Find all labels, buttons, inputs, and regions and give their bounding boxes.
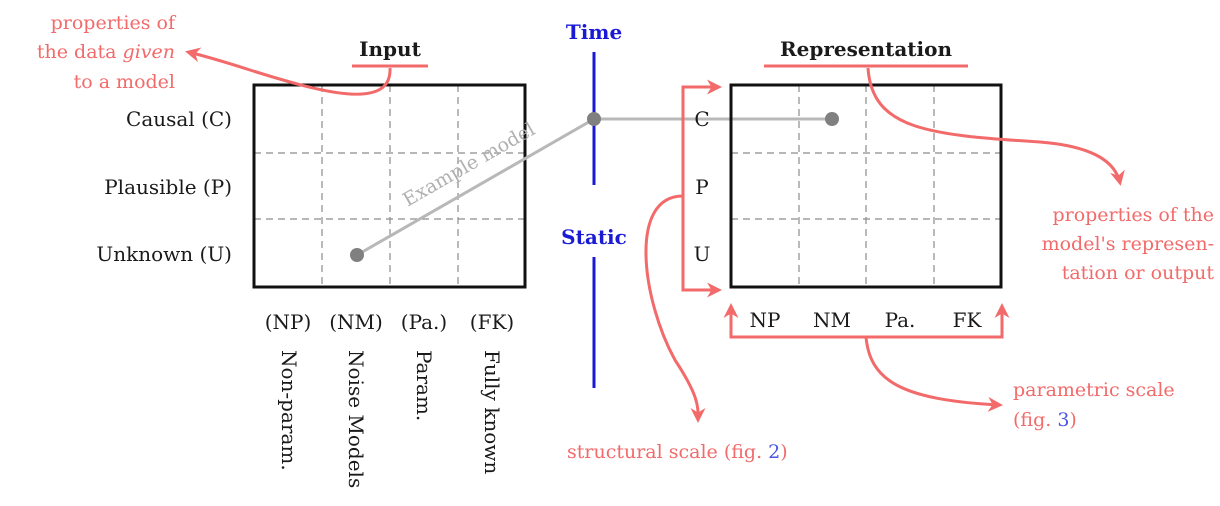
time-axis: Time Static (561, 20, 627, 388)
parametric-scale-arrow (864, 336, 1003, 412)
static-label: Static (561, 225, 627, 249)
data-properties-line2: the data given (37, 41, 175, 63)
data-properties-line2-prefix: the data (37, 41, 123, 63)
input-panel: Input Causal (C) Plausible (P) Unknown (… (96, 37, 527, 488)
time-label: Time (566, 20, 622, 44)
representation-frame (729, 83, 1003, 289)
input-row-causal: Causal (C) (126, 107, 232, 131)
input-col-long-noise: Noise Models (344, 350, 368, 488)
structural-scale-close: ) (780, 441, 787, 463)
example-point-representation (825, 112, 839, 126)
parametric-scale-ref[interactable]: 3 (1057, 409, 1069, 431)
model-properties-note: properties of the model's represen- tati… (1042, 204, 1215, 284)
input-col-np: (NP) (265, 310, 312, 334)
parametric-scale-note: parametric scale (fig. 3) (1013, 379, 1175, 431)
structural-scale-text: structural scale (fig. (567, 441, 768, 463)
model-properties-line3: tation or output (1062, 262, 1215, 284)
parametric-scale-line1: parametric scale (1013, 379, 1175, 401)
input-frame (252, 83, 527, 289)
example-line-diagonal (356, 117, 595, 257)
representation-col-nm: NM (813, 308, 851, 332)
structural-scale-label: structural scale (fig. 2) (567, 441, 788, 463)
data-properties-note: properties of the data given to a model (37, 12, 177, 93)
representation-row-c: C (694, 107, 709, 131)
input-col-pa: (Pa.) (401, 310, 447, 334)
input-col-long-nonparam: Non-param. (277, 350, 301, 471)
representation-col-np: NP (750, 308, 781, 332)
input-row-plausible: Plausible (P) (104, 175, 232, 199)
data-properties-arrow (185, 47, 392, 96)
representation-col-pa: Pa. (885, 308, 916, 332)
parametric-scale-open: (fig. (1013, 409, 1057, 431)
representation-title: Representation (780, 37, 952, 61)
parametric-scale-bracket (723, 303, 1010, 412)
structural-scale-bracket (644, 79, 722, 423)
structural-bracket (681, 85, 716, 292)
example-model-label: Example model (399, 118, 539, 211)
input-col-nm: (NM) (329, 310, 383, 334)
input-col-long-param: Param. (412, 350, 436, 421)
input-col-long-known: Fully known (480, 350, 504, 474)
input-col-fk: (FK) (470, 310, 514, 334)
parametric-scale-line2: (fig. 3) (1013, 409, 1077, 431)
parametric-scale-close: ) (1069, 409, 1076, 431)
example-point-axis (587, 112, 601, 126)
input-grid (254, 85, 525, 287)
data-properties-line3: to a model (74, 71, 175, 93)
structural-scale-ref[interactable]: 2 (768, 441, 780, 463)
structural-scale-arrow (644, 194, 706, 423)
representation-grid (731, 85, 1001, 287)
data-properties-line2-italic: given (123, 41, 175, 63)
model-properties-line1: properties of the (1052, 204, 1214, 226)
data-properties-line1: properties of (51, 12, 177, 34)
input-row-unknown: Unknown (U) (96, 242, 232, 266)
model-properties-line2: model's represen- (1042, 233, 1214, 255)
example-point-input (350, 248, 364, 262)
representation-row-u: U (694, 242, 711, 266)
input-title: Input (359, 37, 421, 61)
representation-panel: Representation C P U NP NM Pa. FK (694, 37, 1003, 332)
representation-col-fk: FK (953, 308, 983, 332)
model-properties-arrow (866, 67, 1125, 186)
representation-row-p: P (695, 175, 708, 199)
